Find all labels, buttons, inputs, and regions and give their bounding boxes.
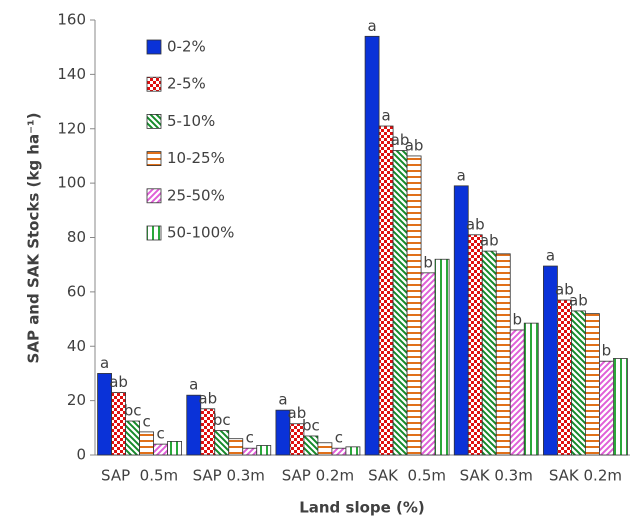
- significance-letter: ab: [569, 291, 588, 309]
- x-tick-label: SAP 0.5m: [101, 467, 178, 485]
- bar: [420, 272, 436, 456]
- legend-swatch: [146, 225, 162, 241]
- legend-label: 50-100%: [167, 224, 234, 242]
- significance-letter: ab: [391, 131, 410, 149]
- significance-letter: a: [189, 376, 198, 394]
- bar: [242, 447, 258, 456]
- bar: [139, 431, 154, 456]
- significance-letter: b: [512, 310, 522, 328]
- significance-letter: a: [457, 166, 466, 184]
- x-tick-label: SAP 0.2m: [282, 467, 354, 485]
- significance-letter: a: [278, 391, 287, 409]
- y-tick-label: 60: [67, 282, 86, 300]
- significance-letter: ab: [109, 373, 128, 391]
- bar: [557, 299, 572, 456]
- bar: [509, 329, 525, 456]
- y-tick-label: 20: [67, 391, 86, 409]
- legend-swatch: [146, 39, 162, 55]
- significance-letter: ab: [405, 136, 424, 154]
- x-tick-label: SAP 0.3m: [193, 467, 265, 485]
- bar: [378, 125, 394, 456]
- x-axis-title: Land slope (%): [299, 499, 425, 517]
- y-tick-label: 160: [57, 11, 86, 29]
- significance-letter: a: [367, 17, 376, 35]
- legend-label: 0-2%: [167, 38, 206, 56]
- bar: [153, 443, 168, 456]
- bar: [345, 446, 361, 456]
- y-tick-label: 100: [57, 174, 86, 192]
- legend-swatch: [146, 188, 162, 204]
- significance-letter: b: [423, 253, 433, 271]
- bar: [495, 253, 511, 456]
- significance-letter: bc: [213, 411, 231, 429]
- significance-letter: a: [381, 107, 390, 125]
- legend-label: 10-25%: [167, 149, 225, 167]
- significance-letter: bc: [124, 402, 142, 420]
- significance-letter: ab: [198, 389, 217, 407]
- legend-swatch: [146, 76, 162, 92]
- y-tick-label: 40: [67, 337, 86, 355]
- x-tick-label: SAK 0.5m: [368, 467, 446, 485]
- legend-label: 5-10%: [167, 112, 215, 130]
- significance-letter: c: [156, 425, 164, 443]
- bar: [392, 150, 408, 456]
- significance-letter: ab: [480, 232, 499, 250]
- significance-letter: c: [142, 412, 150, 430]
- legend-label: 25-50%: [167, 186, 225, 204]
- legend-label: 2-5%: [167, 75, 206, 93]
- significance-letter: c: [246, 429, 254, 447]
- significance-letter: ab: [555, 281, 574, 299]
- y-tick-label: 120: [57, 119, 86, 137]
- significance-letter: ab: [288, 404, 307, 422]
- bar: [303, 435, 319, 456]
- bar: [214, 430, 230, 456]
- legend-swatch: [146, 114, 162, 129]
- bar: [125, 420, 140, 456]
- significance-letter: b: [602, 342, 612, 360]
- bar: [481, 250, 497, 456]
- significance-letter: a: [546, 247, 555, 265]
- x-tick-label: SAK 0.3m: [460, 467, 533, 485]
- bar: [523, 322, 539, 456]
- bar: [256, 445, 272, 456]
- bar: [585, 313, 600, 456]
- x-tick-label: SAK 0.2m: [549, 467, 622, 485]
- y-tick-label: 0: [76, 446, 86, 464]
- bar: [331, 447, 347, 456]
- y-tick-label: 80: [67, 228, 86, 246]
- bar: [571, 310, 586, 456]
- significance-letter: a: [100, 354, 109, 372]
- bar: [599, 360, 614, 456]
- significance-letter: ab: [466, 215, 485, 233]
- significance-letter: c: [335, 429, 343, 447]
- bar: [228, 438, 244, 456]
- bar: [167, 441, 182, 456]
- y-axis-title: SAP and SAK Stocks (kg ha⁻¹): [25, 113, 43, 364]
- bar: [317, 442, 333, 456]
- bar: [467, 234, 483, 456]
- significance-letter: bc: [302, 416, 320, 434]
- bar: [364, 35, 380, 456]
- bar: [434, 258, 450, 456]
- bar: [406, 155, 422, 456]
- y-tick-label: 140: [57, 65, 86, 83]
- legend-swatch: [146, 151, 162, 167]
- bar: [613, 358, 628, 456]
